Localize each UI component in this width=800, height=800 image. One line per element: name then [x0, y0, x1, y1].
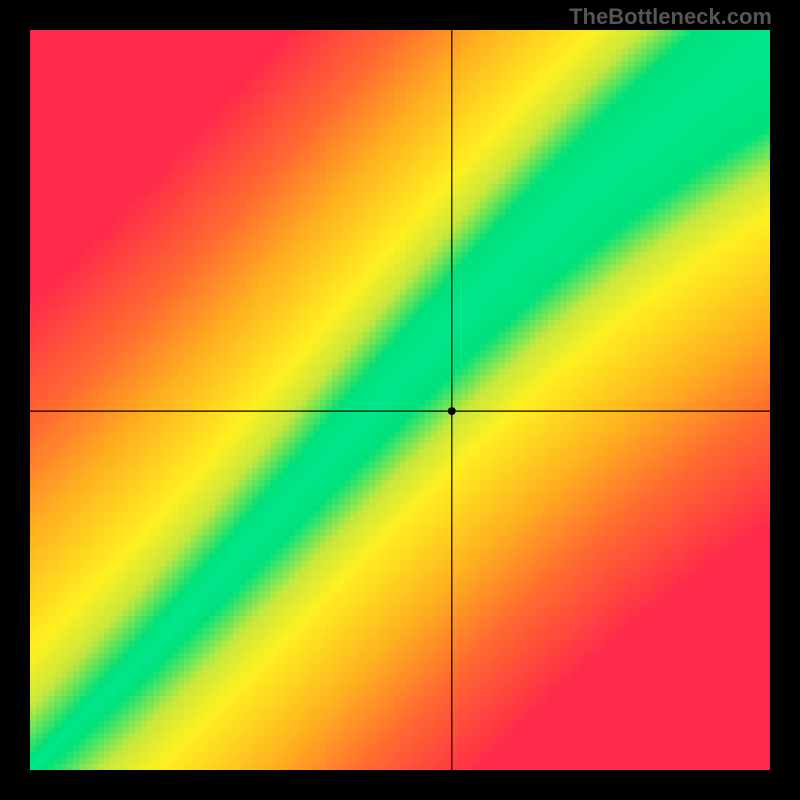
watermark-text: TheBottleneck.com [569, 4, 772, 30]
bottleneck-heatmap [30, 30, 770, 770]
chart-container: TheBottleneck.com [0, 0, 800, 800]
